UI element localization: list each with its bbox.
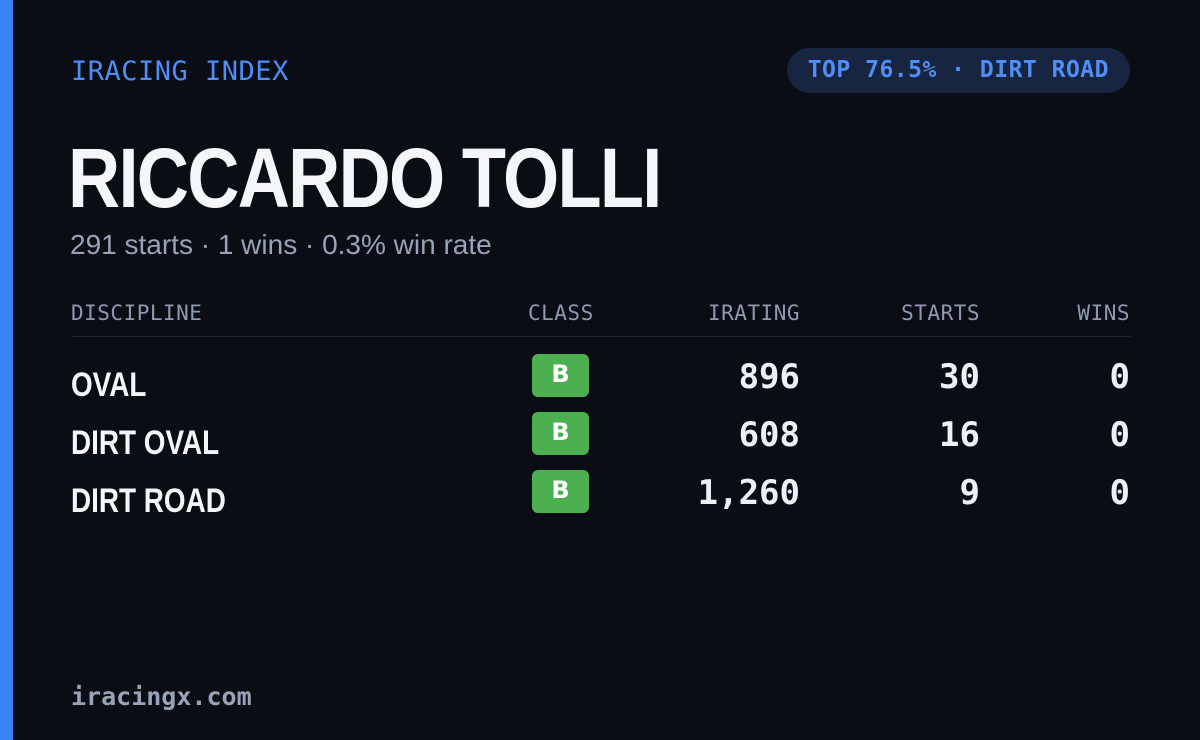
class-badge: B <box>532 354 589 397</box>
row-discipline: DIRT OVAL <box>71 424 220 462</box>
footer-site-link[interactable]: iracingx.com <box>71 682 252 711</box>
header-starts: STARTS <box>901 301 980 325</box>
driver-summary: 291 starts · 1 wins · 0.3% win rate <box>70 229 492 260</box>
row-starts: 16 <box>939 415 980 455</box>
percentile-badge: TOP 76.5% · DIRT ROAD <box>786 48 1130 93</box>
table-row: DIRT OVAL B 608 16 0 <box>71 412 1131 462</box>
row-starts: 9 <box>959 473 980 513</box>
header-class: CLASS <box>528 301 594 325</box>
row-wins: 0 <box>1109 415 1130 455</box>
header-wins: WINS <box>1077 301 1130 325</box>
row-irating: 608 <box>738 415 800 455</box>
row-irating: 896 <box>738 357 800 397</box>
row-discipline: OVAL <box>71 366 147 404</box>
header-discipline: DISCIPLINE <box>71 301 203 325</box>
table-row: DIRT ROAD B 1,260 9 0 <box>71 470 1131 520</box>
accent-bar <box>0 0 13 740</box>
header-divider <box>71 336 1131 337</box>
brand-title: IRACING INDEX <box>71 56 289 87</box>
class-badge: B <box>532 412 589 455</box>
row-irating: 1,260 <box>697 473 800 513</box>
row-starts: 30 <box>939 357 980 397</box>
class-badge: B <box>532 470 589 513</box>
driver-name: RICCARDO TOLLI <box>68 131 662 225</box>
header-irating: IRATING <box>707 301 800 325</box>
row-wins: 0 <box>1109 357 1130 397</box>
row-discipline: DIRT ROAD <box>71 482 226 520</box>
table-row: OVAL B 896 30 0 <box>71 354 1131 404</box>
row-wins: 0 <box>1109 473 1130 513</box>
